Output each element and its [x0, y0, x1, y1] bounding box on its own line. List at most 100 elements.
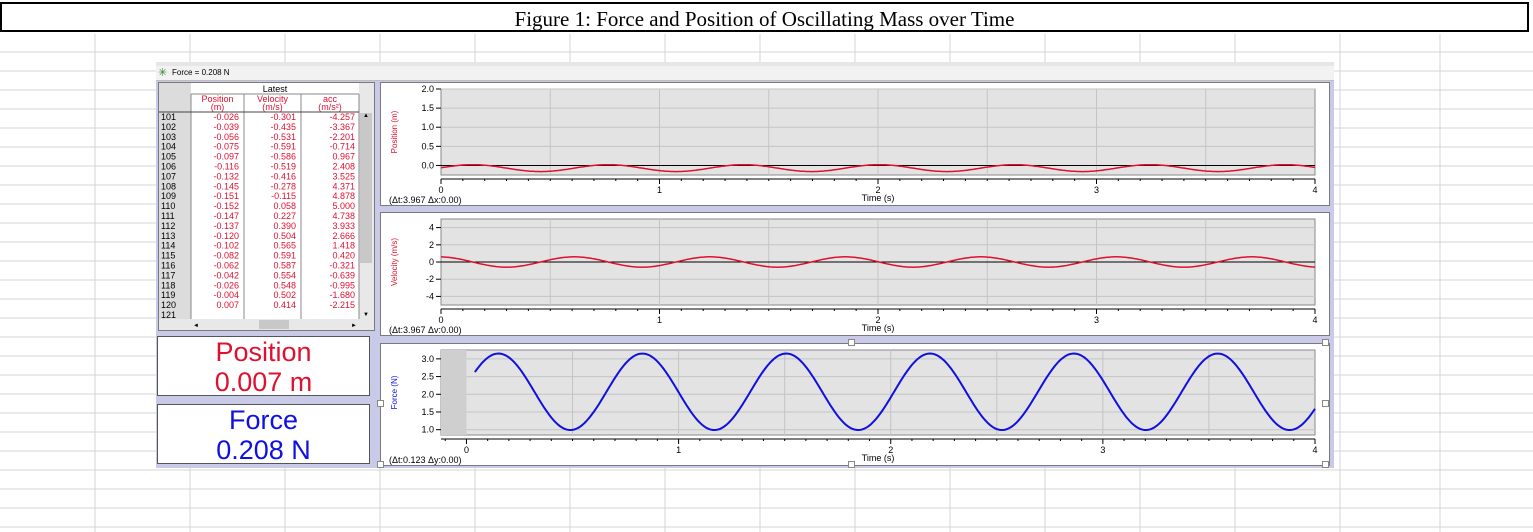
sensor-icon: ✳	[158, 67, 168, 79]
cell-position: -0.062	[213, 261, 239, 271]
cell-velocity: -0.531	[270, 132, 296, 142]
resize-handle-bottom-left[interactable]	[377, 461, 384, 468]
row-number: 120	[161, 300, 176, 310]
cell-position: -0.042	[213, 270, 239, 280]
force-meter: Force 0.208 N	[157, 404, 370, 465]
column-header-name: Velocity	[257, 94, 289, 104]
x-axis-label: Time (s)	[862, 323, 895, 333]
x-tick-label: 1	[657, 185, 662, 195]
column-header-unit: (m/s)	[262, 102, 283, 112]
cell-velocity: -0.519	[270, 162, 296, 172]
cell-position: -0.151	[213, 191, 239, 201]
data-table[interactable]: ◄ ► ▲ ▼ Latest Position (m) Velocity (m/s) acc (m/…	[158, 82, 375, 331]
status-text: Force = 0.208 N	[172, 68, 230, 77]
row-number: 115	[161, 251, 175, 261]
resize-handle-bottom-right[interactable]	[1322, 461, 1329, 468]
cell-position: -0.137	[213, 221, 239, 231]
row-number: 114	[161, 241, 175, 251]
row-number: 119	[161, 290, 175, 300]
cell-acc: -0.639	[329, 270, 355, 280]
x-tick-label: 3	[1094, 315, 1099, 325]
row-number: 109	[161, 191, 176, 201]
row-number: 118	[161, 280, 175, 290]
x-tick-label: 2	[875, 315, 880, 325]
row-number: 105	[161, 152, 176, 162]
row-header-column	[159, 83, 191, 330]
x-tick-label: 4	[1312, 315, 1317, 325]
cell-acc: 2.666	[332, 231, 355, 241]
cell-velocity: 0.504	[273, 231, 296, 241]
cell-velocity: 0.565	[273, 241, 296, 251]
y-tick-label: 2	[429, 240, 434, 250]
cell-position: -0.004	[213, 290, 239, 300]
row-number: 111	[161, 211, 175, 221]
cell-velocity: 0.390	[273, 221, 296, 231]
cell-position: -0.026	[213, 112, 239, 122]
cell-acc: 0.420	[332, 251, 355, 261]
row-number: 117	[161, 270, 175, 280]
x-tick-label: 2	[875, 185, 880, 195]
cell-acc: -3.367	[329, 122, 355, 132]
cell-acc: 0.967	[332, 152, 355, 162]
column-header-unit: (m/s²)	[318, 102, 342, 112]
logger-app-window: ✳ Force = 0.208 N ◄ ► ▲ ▼ Latest Position (m) V…	[156, 62, 1334, 468]
cell-acc: 1.418	[332, 241, 355, 251]
row-number: 108	[161, 181, 176, 191]
series-line	[440, 163, 1316, 173]
cell-acc: -2.201	[329, 132, 355, 142]
y-tick-label: 4	[429, 223, 434, 233]
resize-handle-top[interactable]	[848, 339, 855, 346]
force-graph[interactable]: 1.0 1.5 2.0 2.5 3.0 0 1 2 3 4 Time (s) (Δt:0.123 Δy…	[380, 343, 1330, 466]
cell-acc: -4.257	[329, 112, 355, 122]
cell-velocity: -0.115	[271, 191, 296, 201]
cell-position: -0.097	[213, 152, 239, 162]
cell-acc: -0.321	[329, 261, 355, 271]
x-tick-label: 0	[438, 185, 443, 195]
x-axis-label: Time (s)	[862, 193, 895, 203]
table-bg	[159, 83, 374, 330]
cell-velocity: 0.548	[273, 280, 296, 290]
cell-position: -0.102	[213, 241, 239, 251]
cell-velocity: -0.591	[270, 142, 296, 152]
row-number: 116	[161, 261, 175, 271]
cell-acc: 3.525	[332, 171, 355, 181]
row-number: 112	[161, 221, 175, 231]
cell-acc: 4.878	[332, 191, 355, 201]
y-tick-label: 1.5	[421, 407, 434, 417]
table-group-header: Latest	[263, 84, 288, 94]
series-line	[441, 256, 1316, 268]
cell-velocity: 0.587	[273, 261, 296, 271]
cell-acc: -0.995	[329, 280, 355, 290]
resize-handle-right[interactable]	[1322, 400, 1329, 407]
cell-acc: 4.371	[332, 181, 355, 191]
velocity-graph[interactable]: -4 -2 0 2 4 0 1 2 3 4 Time (s) (Δt:3.967 Δv:0.00) Ve…	[380, 212, 1330, 336]
resize-handle-top-right[interactable]	[1322, 339, 1329, 346]
resize-handle-left[interactable]	[377, 400, 384, 407]
figure-title: Figure 1: Force and Position of Oscillat…	[0, 2, 1529, 32]
data-table-grid[interactable]: ◄ ► ▲ ▼ Latest Position(m) Velocity(m/s) acc(m/…	[159, 83, 374, 330]
cell-position: -0.152	[213, 201, 239, 211]
vertical-scrollbar-thumb[interactable]	[360, 113, 372, 263]
series-line	[474, 352, 1316, 431]
resize-handle-bottom[interactable]	[848, 461, 855, 468]
cell-acc: 5.000	[332, 201, 355, 211]
y-axis-label: Position (m)	[390, 110, 399, 153]
cell-velocity: -0.586	[270, 152, 296, 162]
cell-position: -0.145	[213, 181, 239, 191]
cell-position: -0.147	[213, 211, 239, 221]
position-graph[interactable]: 0.0 0.5 1.0 1.5 2.0 0 1 2 3 4 Time (s) (Δt:3.967 Δx…	[380, 82, 1330, 206]
y-tick-label: 2.0	[421, 389, 434, 399]
y-tick-label: 2.0	[421, 84, 434, 94]
cell-position: -0.075	[213, 142, 239, 152]
horizontal-scrollbar-thumb[interactable]	[259, 320, 289, 329]
position-meter-label: Position	[215, 337, 312, 367]
x-tick-label: 3	[1100, 445, 1105, 455]
row-number: 101	[161, 112, 176, 122]
cell-position: -0.056	[213, 132, 239, 142]
row-number: 104	[161, 142, 176, 152]
row-number: 121	[161, 310, 176, 320]
row-number: 113	[161, 231, 175, 241]
cell-velocity: 0.227	[273, 211, 296, 221]
cell-acc: -1.680	[329, 290, 355, 300]
y-tick-label: 3.0	[421, 354, 434, 364]
